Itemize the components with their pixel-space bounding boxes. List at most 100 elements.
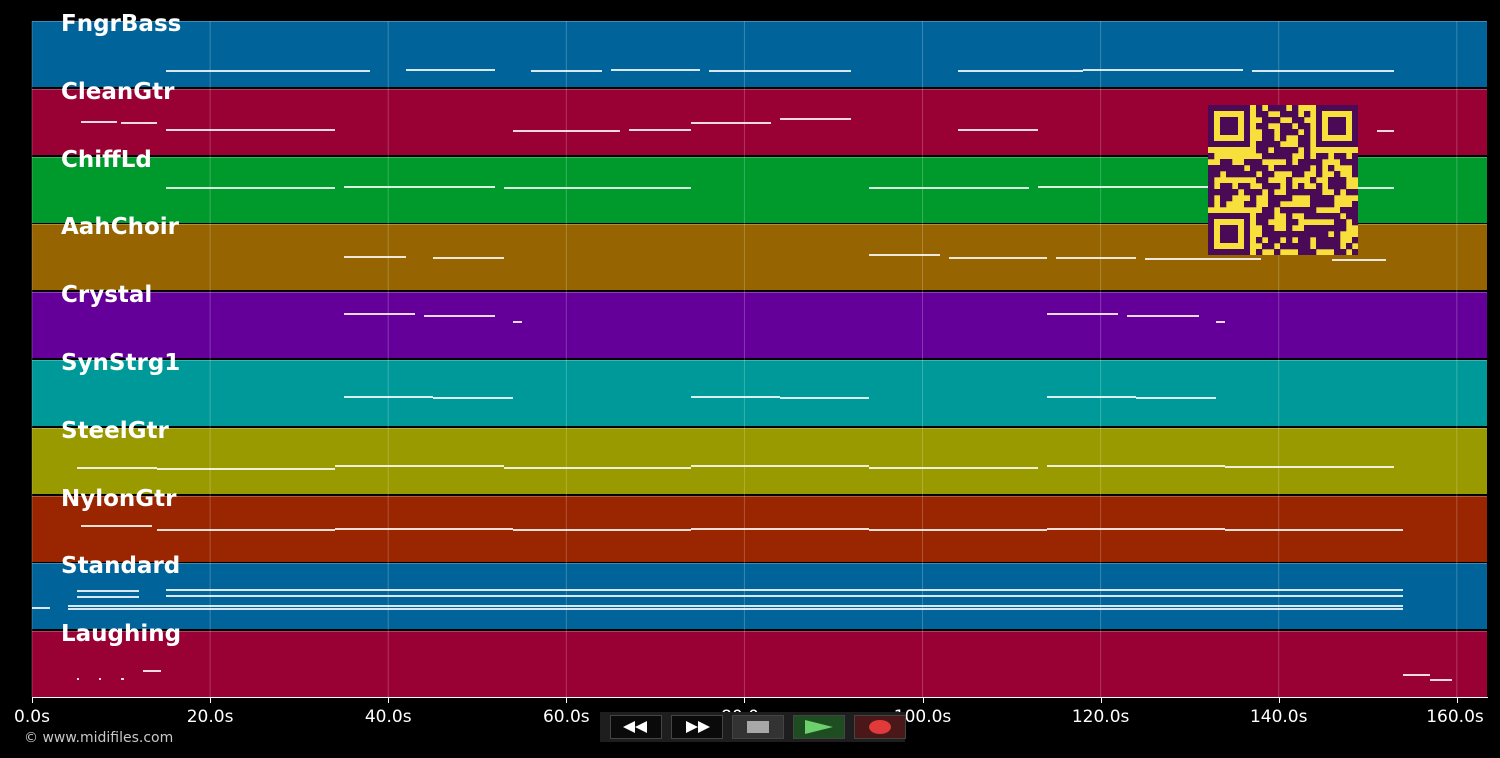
note-run [98,678,102,680]
note-run [76,590,139,592]
note-run [76,596,139,598]
note-run [530,70,602,72]
note-run [690,122,772,124]
tick-mark [210,697,212,703]
note-run [780,118,852,120]
note-run [1252,70,1395,72]
stop-icon [747,721,769,733]
note-run [690,396,781,398]
note-run [1225,529,1404,531]
note-run [165,595,1404,597]
fast-forward-button[interactable] [671,715,723,739]
tick-label: 60.0s [542,707,590,727]
note-run [156,529,335,531]
note-run [1332,259,1386,261]
tick-mark [32,697,33,703]
tick-label: 140.0s [1249,707,1308,727]
fast-forward-icon [686,721,710,733]
tick-label: 160.0s [1426,707,1484,727]
note-run [334,528,513,530]
track-label: AahChoir [61,214,179,241]
rewind-button[interactable] [610,715,662,739]
tick-mark [1278,697,1280,703]
note-run [958,70,1083,72]
note-run [76,467,157,469]
track-label: Standard [61,553,181,580]
note-run [165,589,1404,591]
note-run [503,187,691,189]
track-lane-steelgtr[interactable] [32,427,1487,494]
note-run [1047,313,1119,315]
record-icon [869,720,891,734]
note-run [512,321,522,323]
note-run [512,130,620,132]
note-run [1038,186,1226,188]
track-lane-crystal[interactable] [32,292,1487,359]
note-run [121,122,157,124]
note-run [343,256,406,258]
tick-label: 120.0s [1071,707,1130,727]
note-run [423,315,496,317]
note-run [432,257,504,259]
tick-mark [922,697,924,703]
note-run [334,465,504,467]
note-run [343,313,415,315]
note-run [869,254,941,256]
tick-mark [388,697,390,703]
note-run [690,465,870,467]
note-run [165,187,335,189]
tick-label: 100.0s [893,707,952,727]
play-icon [805,720,833,734]
tick-mark [566,697,568,703]
track-lane-fngrbass[interactable] [32,21,1487,87]
copyright-text: © www.midifiles.com [24,730,174,746]
track-label: SteelGtr [61,417,169,444]
piano-roll[interactable]: FngrBass CleanGtr ChiffLd AahChoir Crystal Sy… [0,0,1500,700]
note-run [610,69,700,71]
track-label: Crystal [61,282,153,309]
note-run [869,529,1048,531]
note-run [780,397,870,399]
note-run [958,129,1039,131]
note-run [156,468,335,470]
note-run [76,678,80,680]
note-run [1216,321,1226,323]
qr-code [1208,105,1359,256]
note-run [1376,130,1395,132]
note-run [143,670,162,672]
note-run [165,70,371,72]
note-run [1127,315,1199,317]
tick-label: 0.0s [14,707,50,727]
track-label: NylonGtr [61,485,177,512]
track-label: Laughing [61,621,182,648]
note-run [869,187,1030,189]
note-run [165,129,335,131]
rewind-icon [623,721,647,733]
stop-button[interactable] [732,715,784,739]
time-axis-line [32,697,1488,698]
track-lane-synstrg1[interactable] [32,360,1487,426]
note-run [1047,528,1226,530]
track-lane-laughing[interactable] [32,631,1487,698]
note-run [1056,257,1137,259]
note-run [67,608,1404,610]
note-run [406,69,496,71]
tick-mark [1100,697,1102,703]
track-label: CleanGtr [61,78,175,105]
track-label: SynStrg1 [61,350,181,376]
note-run [1403,674,1431,676]
note-run [690,528,870,530]
note-run [512,529,691,531]
note-run [80,525,153,527]
note-run [432,397,513,399]
play-button[interactable] [793,715,845,739]
note-run [869,467,1039,469]
note-run [708,70,852,72]
tick-mark [744,697,746,703]
record-button[interactable] [854,715,906,739]
note-run [32,607,50,609]
note-run [628,129,691,131]
note-run [1225,466,1395,468]
note-run [343,186,496,188]
